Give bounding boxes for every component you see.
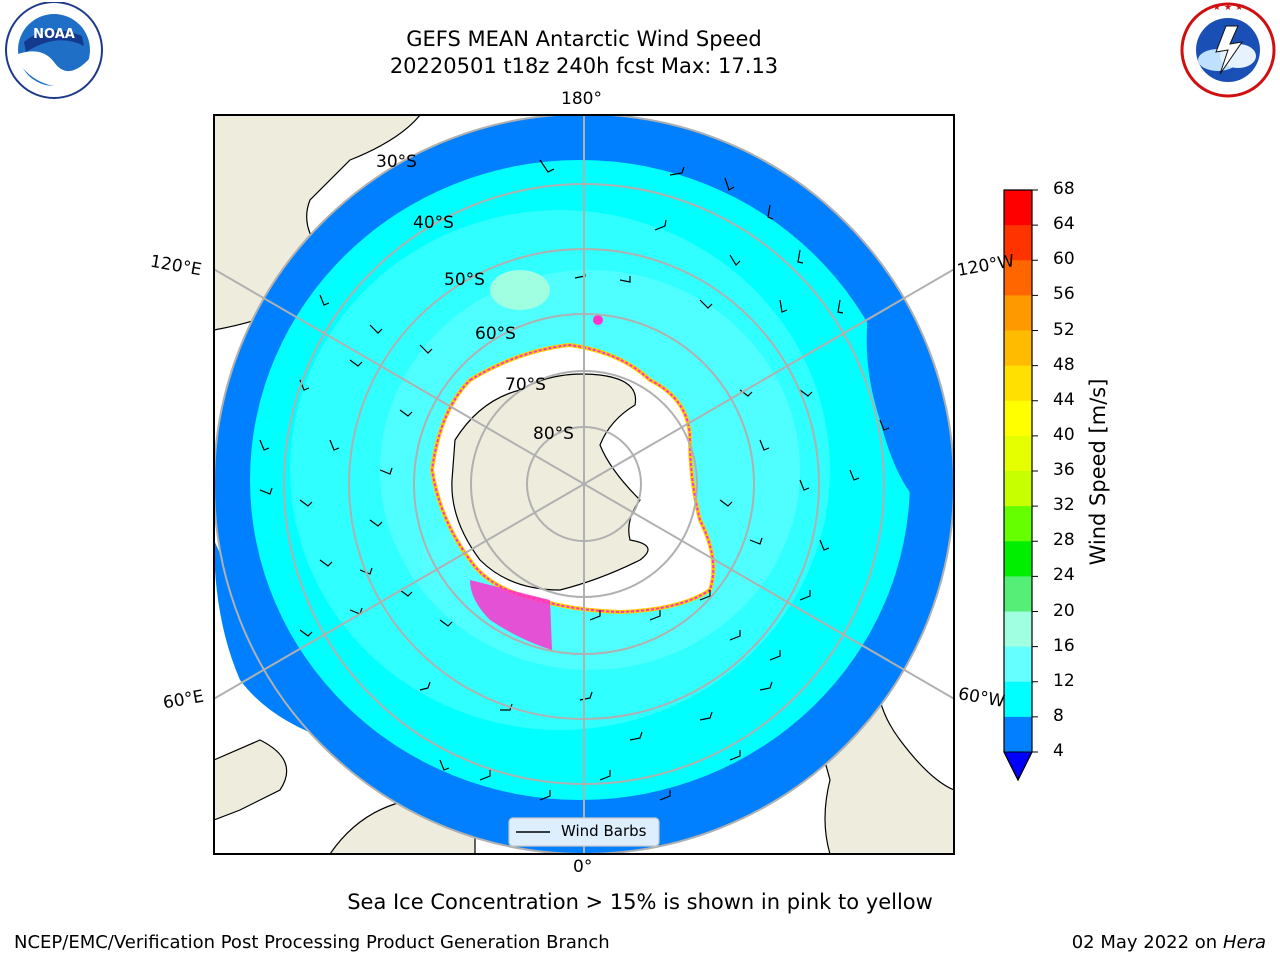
nws-logo: ★ ★ ★ — [1180, 2, 1276, 98]
lat-label-30s: 30°S — [376, 152, 417, 172]
lat-label-60s: 60°S — [475, 324, 516, 344]
noaa-logo: NOAA — [5, 2, 103, 99]
footer-credit: NCEP/EMC/Verification Post Processing Pr… — [14, 932, 610, 953]
colorbar-segment — [1004, 295, 1032, 331]
footer-date-text: 02 May 2022 on — [1071, 932, 1218, 953]
colorbar-segment — [1004, 646, 1032, 683]
lon-label-180: 180° — [561, 89, 602, 109]
legend-label: Wind Barbs — [561, 822, 647, 840]
colorbar-tick-label: 60 — [1053, 249, 1075, 270]
colorbar-tick-label: 64 — [1053, 214, 1075, 235]
colorbar-tick-label: 8 — [1053, 705, 1064, 726]
colorbar-segment — [1004, 190, 1032, 226]
colorbar-tick-label: 32 — [1053, 495, 1075, 516]
colorbar-segment — [1004, 225, 1032, 261]
colorbar-tick-label: 68 — [1053, 179, 1075, 199]
colorbar-segment — [1004, 681, 1032, 718]
colorbar-title-text: Wind Speed [m/s] — [1086, 378, 1110, 566]
colorbar-segment — [1004, 435, 1032, 472]
colorbar-segment — [1004, 541, 1032, 577]
colorbar-tick-label: 56 — [1053, 284, 1075, 305]
wind-barbs-legend — [508, 817, 660, 847]
colorbar-tick-label: 36 — [1053, 460, 1075, 480]
footer-host: Hera — [1222, 932, 1266, 953]
colorbar-tick-label: 16 — [1053, 635, 1075, 656]
colorbar-segment — [1004, 716, 1032, 753]
lat-label-80s: 80°S — [533, 424, 574, 444]
sea-ice-weddell — [470, 580, 552, 650]
colorbar-segment — [1004, 330, 1032, 367]
colorbar-segment — [1004, 506, 1032, 542]
colorbar — [1003, 189, 1038, 782]
colorbar-tick-label: 20 — [1053, 600, 1075, 621]
chart-title: GEFS MEAN Antarctic Wind Speed — [406, 27, 762, 51]
colorbar-segment — [1004, 400, 1032, 437]
colorbar-segment — [1004, 611, 1032, 648]
sea-ice-note: Sea Ice Concentration > 15% is shown in … — [347, 890, 933, 914]
svg-text:★ ★ ★: ★ ★ ★ — [1213, 3, 1243, 13]
lat-label-50s: 50°S — [444, 270, 485, 290]
colorbar-segment — [1004, 260, 1032, 296]
colorbar-tick-label: 40 — [1053, 424, 1075, 445]
lon-label-0: 0° — [573, 857, 593, 877]
colorbar-segment — [1004, 365, 1032, 402]
colorbar-extend-arrow — [1003, 751, 1033, 782]
colorbar-tick-label: 48 — [1053, 354, 1075, 375]
colorbar-segment — [1004, 471, 1032, 507]
colorbar-tick-label: 28 — [1053, 530, 1075, 551]
colorbar-segment — [1004, 576, 1032, 612]
colorbar-tick-label: 52 — [1053, 319, 1075, 340]
chart-subtitle: 20220501 t18z 240h fcst Max: 17.13 — [389, 54, 779, 78]
noaa-logo-text: NOAA — [33, 27, 75, 42]
footer-date: 02 May 2022 on Hera — [1072, 932, 1266, 953]
lat-label-70s: 70°S — [505, 375, 546, 395]
colorbar-tick-label: 12 — [1053, 670, 1075, 691]
lat-label-40s: 40°S — [413, 213, 454, 233]
colorbar-tick-label: 4 — [1053, 741, 1064, 761]
colorbar-tick-label: 24 — [1053, 565, 1075, 586]
colorbar-tick-label: 44 — [1053, 389, 1075, 410]
wind-barbs — [259, 159, 890, 801]
map-frame — [213, 114, 955, 855]
